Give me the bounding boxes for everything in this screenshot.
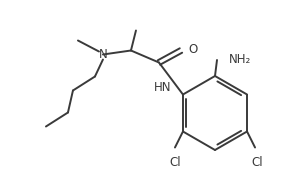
Text: NH₂: NH₂	[229, 53, 251, 66]
Text: Cl: Cl	[251, 155, 263, 168]
Text: HN: HN	[154, 81, 172, 94]
Text: N: N	[99, 48, 107, 61]
Text: Cl: Cl	[169, 155, 181, 168]
Text: O: O	[188, 43, 197, 56]
